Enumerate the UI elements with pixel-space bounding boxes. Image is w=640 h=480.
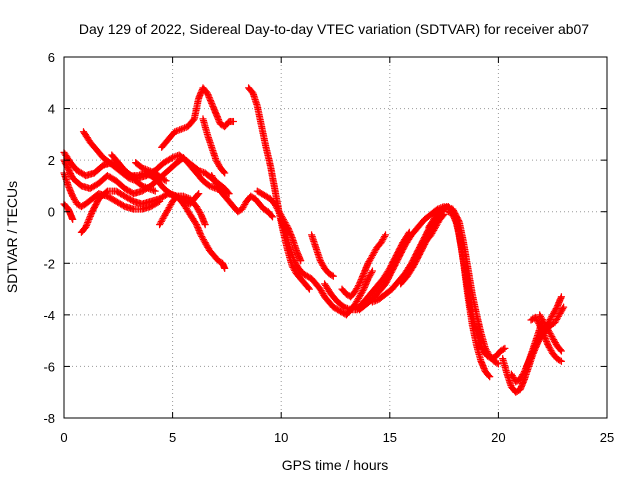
series-markers xyxy=(397,202,503,368)
series-markers xyxy=(355,202,448,314)
series-arc-28 xyxy=(536,311,566,355)
series-arc-19 xyxy=(355,202,448,314)
series-arc-15 xyxy=(277,215,377,319)
series-markers xyxy=(338,231,390,301)
x-tick-label: 25 xyxy=(600,430,614,445)
series-markers xyxy=(307,231,337,280)
data-layer xyxy=(60,84,568,396)
series-arc-18 xyxy=(338,231,390,301)
series-markers xyxy=(158,84,238,151)
y-tick-label: -8 xyxy=(43,411,55,426)
y-tick-label: -2 xyxy=(43,256,55,271)
series-markers xyxy=(208,171,277,221)
x-tick-label: 10 xyxy=(274,430,288,445)
series-markers xyxy=(155,190,203,229)
series-markers xyxy=(444,208,509,363)
series-markers xyxy=(418,210,448,249)
series-markers xyxy=(527,313,566,365)
x-tick-label: 5 xyxy=(169,430,176,445)
series-arc-06 xyxy=(79,128,159,195)
series-arc-12 xyxy=(208,171,277,221)
y-tick-label: -6 xyxy=(43,359,55,374)
series-arc-10 xyxy=(158,84,238,151)
series-arc-23 xyxy=(418,210,448,249)
y-tick-label: -4 xyxy=(43,308,55,323)
chart-title: Day 129 of 2022, Sidereal Day-to-day VTE… xyxy=(79,21,589,37)
series-markers xyxy=(253,187,305,265)
x-tick-label: 20 xyxy=(491,430,505,445)
series-arc-24 xyxy=(444,208,509,363)
series-arc-08 xyxy=(155,190,203,229)
series-markers xyxy=(199,115,229,177)
y-tick-label: 4 xyxy=(48,102,55,117)
y-tick-label: 2 xyxy=(48,153,55,168)
series-arc-29 xyxy=(527,313,566,365)
series-markers xyxy=(132,159,170,185)
series-markers xyxy=(77,187,229,273)
plot-frame xyxy=(63,56,608,419)
series-markers xyxy=(536,311,566,355)
y-tick-label: 6 xyxy=(48,50,55,65)
series-arc-14 xyxy=(253,187,305,265)
y-tick-label: 0 xyxy=(48,205,55,220)
series-arc-21 xyxy=(397,202,503,368)
series-markers xyxy=(277,215,377,319)
series-arc-09 xyxy=(132,159,170,185)
x-axis-label: GPS time / hours xyxy=(282,457,389,473)
x-tick-label: 15 xyxy=(383,430,397,445)
series-arc-05 xyxy=(77,187,229,273)
gridlines xyxy=(64,57,607,418)
series-arc-16 xyxy=(307,231,337,280)
axes: 0 5 10 15 20 25 -8 -6 -4 -2 0 2 4 6 xyxy=(43,50,614,445)
series-arc-11 xyxy=(199,115,229,177)
y-axis-label: SDTVAR / TECUs xyxy=(4,181,20,293)
x-tick-label: 0 xyxy=(60,430,67,445)
series-markers xyxy=(79,128,159,195)
